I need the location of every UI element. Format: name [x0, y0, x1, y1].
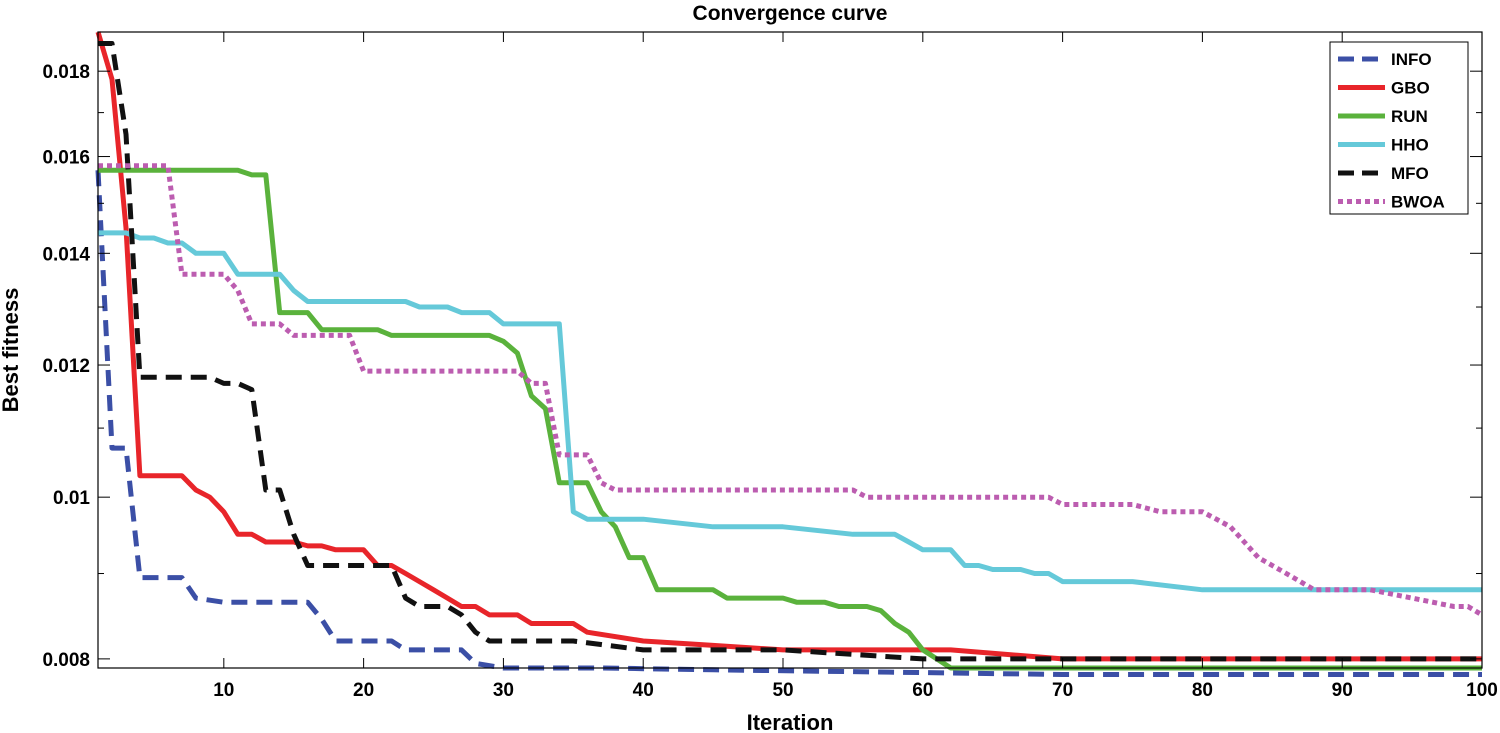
x-tick-label: 80: [1192, 680, 1213, 701]
legend-label-run: RUN: [1391, 107, 1428, 126]
x-axis-ticks: 10 20 30 40 50 60 70 80 90 100: [213, 32, 1498, 701]
series-line-run: [98, 167, 1482, 671]
series-line-hho: [98, 230, 1482, 593]
legend-label-bwoa: BWOA: [1391, 193, 1445, 212]
series-line-mfo: [98, 41, 1482, 662]
y-axis-label: Best fitness: [0, 288, 23, 413]
chart-title: Convergence curve: [693, 2, 888, 25]
x-tick-label: 90: [1332, 680, 1353, 701]
legend-box: [1329, 41, 1469, 215]
legend-label-hho: HHO: [1391, 136, 1429, 155]
series-line-bwoa: [98, 163, 1484, 618]
y-tick-label: 0.008: [42, 650, 90, 671]
legend-label-mfo: MFO: [1391, 164, 1429, 183]
legend: INFO GBO RUN HHO MFO BWOA: [1329, 41, 1469, 215]
x-tick-label: 40: [633, 680, 654, 701]
y-tick-label: 0.018: [42, 62, 90, 83]
legend-label-info: INFO: [1391, 50, 1432, 69]
x-tick-label: 30: [493, 680, 514, 701]
x-tick-label: 100: [1466, 680, 1498, 701]
x-tick-label: 50: [772, 680, 793, 701]
x-tick-label: 20: [353, 680, 374, 701]
y-tick-label: 0.014: [42, 244, 90, 265]
y-tick-label: 0.012: [42, 356, 90, 377]
legend-label-gbo: GBO: [1391, 79, 1430, 98]
plot-area: [98, 32, 1482, 668]
x-tick-label: 70: [1052, 680, 1073, 701]
y-axis-ticks: 0.008 0.01 0.012 0.014 0.016 0.018: [42, 62, 1482, 671]
series-layer: [95, 31, 1484, 677]
series-line-gbo: [95, 31, 1482, 662]
y-tick-label: 0.016: [42, 148, 90, 169]
plot-frame: [97, 31, 1483, 669]
series-line-info: [95, 170, 1482, 677]
x-axis-label: Iteration: [747, 710, 834, 733]
x-tick-label: 10: [213, 680, 234, 701]
y-tick-label: 0.01: [53, 488, 90, 509]
x-tick-label: 60: [912, 680, 933, 701]
